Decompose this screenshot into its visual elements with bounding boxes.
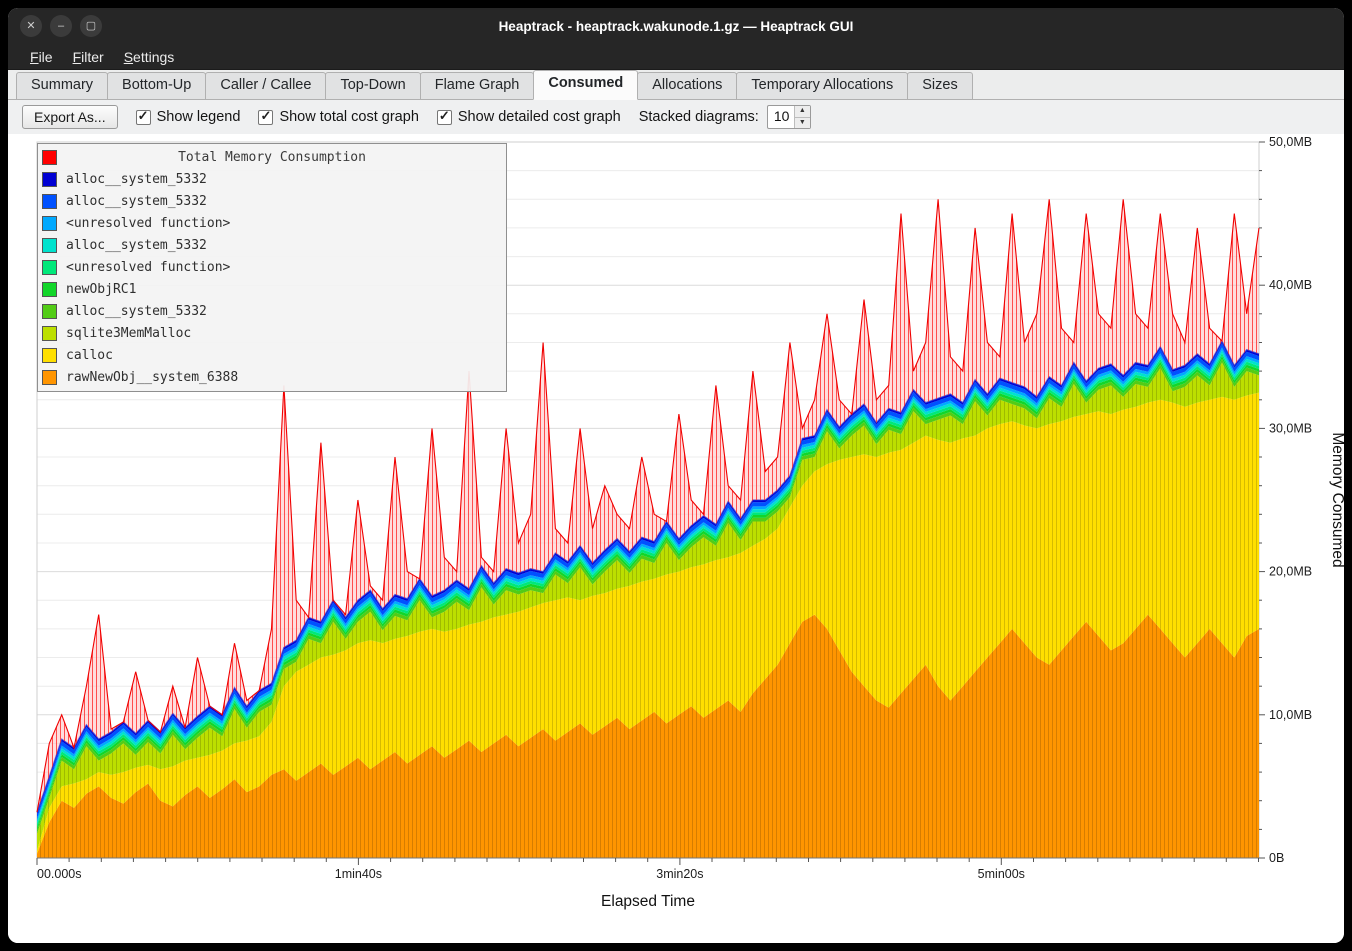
check-icon: ✓: [438, 107, 450, 123]
show-detailed-cost-label: Show detailed cost graph: [457, 109, 621, 125]
export-as-button[interactable]: Export As...: [22, 105, 118, 129]
legend-item-label: alloc__system_5332: [66, 237, 207, 253]
menu-file[interactable]: File: [30, 48, 53, 65]
titlebar: ✕ – ▢ Heaptrack - heaptrack.wakunode.1.g…: [8, 8, 1344, 44]
legend-item[interactable]: alloc__system_5332: [38, 168, 506, 190]
stacked-diagrams-label: Stacked diagrams:: [638, 109, 759, 125]
legend-item[interactable]: alloc__system_5332: [38, 190, 506, 212]
spin-up-button[interactable]: ▲: [794, 106, 810, 118]
legend-item-label: calloc: [66, 347, 113, 363]
menu-filter[interactable]: Filter: [72, 48, 104, 65]
legend-item[interactable]: sqlite3MemMalloc: [38, 322, 506, 344]
chart-area: 00.000s 1min40s 3min20s 5min00s 0B 10,0MB 20,0…: [8, 134, 1344, 943]
legend-swatch: [42, 215, 57, 231]
heaptrack-window: ✕ – ▢ Heaptrack - heaptrack.wakunode.1.g…: [8, 8, 1344, 943]
spin-buttons: ▲ ▼: [793, 106, 810, 128]
stacked-diagrams-group: Stacked diagrams: 10 ▲ ▼: [639, 105, 811, 129]
tab-bottom-up[interactable]: Bottom-Up: [107, 72, 207, 99]
minimize-icon[interactable]: –: [50, 15, 72, 37]
show-detailed-cost-checkbox[interactable]: ✓: [436, 107, 452, 125]
svg-text:50,0MB: 50,0MB: [1269, 135, 1312, 149]
legend-swatch: [42, 369, 57, 385]
legend-item[interactable]: newObjRC1: [38, 278, 506, 300]
svg-text:00.000s: 00.000s: [37, 867, 81, 881]
legend-item-label: rawNewObj__system_6388: [66, 369, 239, 385]
legend-swatch: [42, 347, 57, 363]
chart-legend: Total Memory Consumption alloc__system_53…: [37, 143, 507, 392]
tab-temporary-allocations[interactable]: Temporary Allocations: [736, 72, 909, 99]
svg-text:Elapsed Time: Elapsed Time: [601, 893, 695, 910]
spin-down-button[interactable]: ▼: [794, 117, 810, 128]
legend-item[interactable]: <unresolved function>: [38, 256, 506, 278]
svg-text:40,0MB: 40,0MB: [1269, 278, 1312, 292]
legend-item[interactable]: alloc__system_5332: [38, 234, 506, 256]
svg-text:0B: 0B: [1269, 851, 1284, 865]
legend-item-label: <unresolved function>: [66, 215, 231, 231]
svg-text:1min40s: 1min40s: [335, 867, 382, 881]
tab-flame-graph[interactable]: Flame Graph: [419, 72, 535, 99]
tab-summary[interactable]: Summary: [16, 72, 109, 99]
show-legend-checkbox-group[interactable]: ✓ Show legend: [135, 107, 241, 125]
menubar: File Filter Settings: [8, 44, 1344, 70]
show-total-cost-label: Show total cost graph: [279, 109, 419, 125]
legend-swatch: [42, 259, 57, 275]
window-title: Heaptrack - heaptrack.wakunode.1.gz — He…: [498, 18, 854, 34]
show-legend-label: Show legend: [156, 109, 241, 125]
tab-sizes[interactable]: Sizes: [907, 72, 973, 99]
svg-text:Memory Consumed: Memory Consumed: [1329, 432, 1344, 567]
stacked-diagrams-spinbox[interactable]: 10 ▲ ▼: [766, 105, 811, 129]
show-total-cost-checkbox-group[interactable]: ✓ Show total cost graph: [258, 107, 419, 125]
legend-item-label: newObjRC1: [66, 281, 137, 297]
tab-caller-callee[interactable]: Caller / Callee: [205, 72, 327, 99]
legend-item-label: sqlite3MemMalloc: [66, 325, 192, 341]
stacked-diagrams-value[interactable]: 10: [773, 108, 790, 124]
legend-item[interactable]: calloc: [38, 344, 506, 366]
check-icon: ✓: [260, 107, 272, 123]
tab-top-down[interactable]: Top-Down: [325, 72, 421, 99]
legend-item[interactable]: rawNewObj__system_6388: [38, 366, 506, 388]
memory-consumption-chart[interactable]: 00.000s 1min40s 3min20s 5min00s 0B 10,0MB 20,0…: [8, 134, 1344, 943]
check-icon: ✓: [137, 107, 149, 123]
toolbar: Export As... ✓ Show legend ✓ Show total …: [8, 100, 1344, 134]
legend-swatch: [42, 193, 57, 209]
legend-swatch: [42, 303, 57, 319]
maximize-icon[interactable]: ▢: [80, 15, 102, 37]
legend-swatch: [42, 325, 57, 341]
legend-item-label: alloc__system_5332: [66, 171, 207, 187]
svg-text:3min20s: 3min20s: [656, 867, 703, 881]
legend-swatch: [42, 237, 57, 253]
svg-text:20,0MB: 20,0MB: [1269, 565, 1312, 579]
menu-settings[interactable]: Settings: [123, 48, 175, 65]
tab-consumed[interactable]: Consumed: [533, 70, 639, 100]
legend-swatch: [42, 281, 57, 297]
legend-item[interactable]: <unresolved function>: [38, 212, 506, 234]
show-total-cost-checkbox[interactable]: ✓: [258, 107, 274, 125]
legend-item-label: alloc__system_5332: [66, 303, 207, 319]
window-controls: ✕ – ▢: [20, 15, 102, 37]
close-icon[interactable]: ✕: [20, 15, 42, 37]
show-detailed-cost-checkbox-group[interactable]: ✓ Show detailed cost graph: [436, 107, 621, 125]
legend-item-label: alloc__system_5332: [66, 193, 207, 209]
svg-text:5min00s: 5min00s: [978, 867, 1025, 881]
legend-total-swatch: [42, 149, 57, 165]
legend-item[interactable]: alloc__system_5332: [38, 300, 506, 322]
legend-item-label: <unresolved function>: [66, 259, 231, 275]
legend-swatch: [42, 171, 57, 187]
legend-title-row: Total Memory Consumption: [38, 146, 506, 168]
svg-text:10,0MB: 10,0MB: [1269, 708, 1312, 722]
svg-text:30,0MB: 30,0MB: [1269, 421, 1312, 435]
legend-title: Total Memory Consumption: [178, 149, 366, 165]
tab-allocations[interactable]: Allocations: [637, 72, 738, 99]
tabbar: Summary Bottom-Up Caller / Callee Top-Down F…: [8, 70, 1344, 100]
show-legend-checkbox[interactable]: ✓: [135, 107, 151, 125]
